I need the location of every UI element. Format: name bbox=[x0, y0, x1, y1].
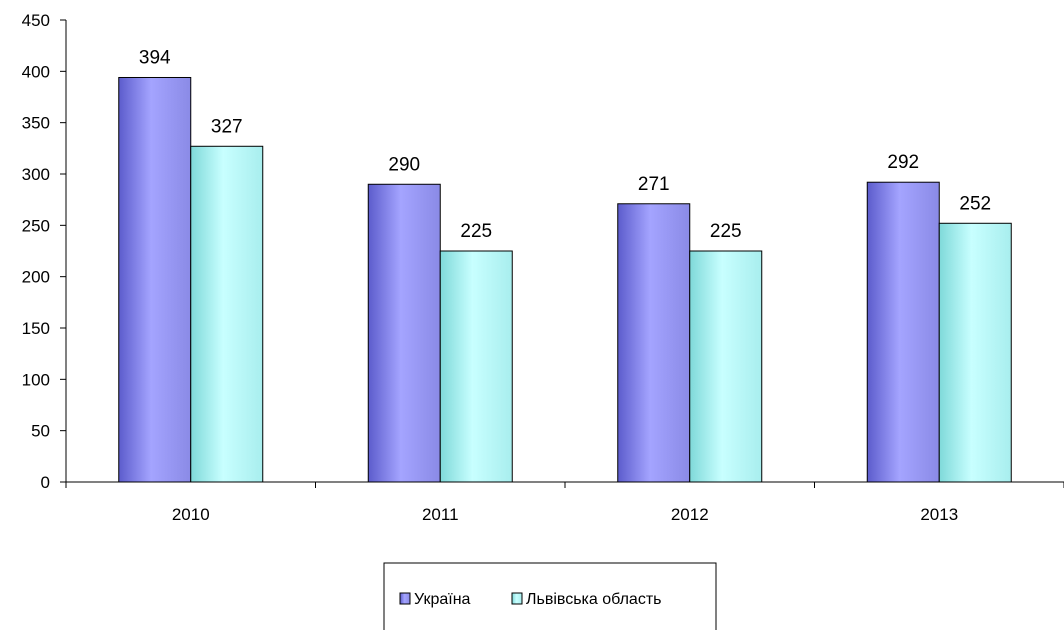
x-tick-label: 2012 bbox=[671, 505, 709, 524]
y-tick-label: 450 bbox=[22, 11, 50, 30]
x-tick-label: 2010 bbox=[172, 505, 210, 524]
y-tick-label: 150 bbox=[22, 319, 50, 338]
data-label-2012-series-0: 271 bbox=[638, 174, 670, 195]
y-tick-label: 300 bbox=[22, 165, 50, 184]
data-label-2011-series-1: 225 bbox=[460, 221, 492, 242]
axes: 0 50 100 150 200 250 300 350 400 450 2010 2011 2012 2… bbox=[22, 11, 1064, 524]
bar-2013-series-0 bbox=[866, 181, 940, 483]
data-label-2012-series-1: 225 bbox=[710, 221, 742, 242]
bars bbox=[118, 76, 1012, 483]
legend-label-series-0: Україна bbox=[414, 591, 471, 608]
y-tick-label: 250 bbox=[22, 216, 50, 235]
y-tick-label: 400 bbox=[22, 62, 50, 81]
legend: Україна Львівська область bbox=[383, 562, 717, 630]
data-labels: 394 327 290 225 271 225 292 252 bbox=[139, 47, 991, 242]
legend-box bbox=[383, 562, 717, 630]
legend-swatch-series-1 bbox=[511, 592, 523, 605]
bar-2012-series-1 bbox=[689, 250, 763, 483]
x-tick-label: 2011 bbox=[422, 505, 459, 524]
data-label-2011-series-0: 290 bbox=[388, 154, 420, 175]
data-label-2013-series-1: 252 bbox=[959, 193, 991, 214]
y-tick-label: 100 bbox=[22, 370, 50, 389]
data-label-2013-series-0: 292 bbox=[887, 152, 919, 173]
legend-swatch-series-0 bbox=[399, 592, 411, 605]
bar-2010-series-1 bbox=[190, 145, 264, 483]
y-tick-label: 200 bbox=[22, 268, 50, 287]
y-tick-label: 50 bbox=[31, 422, 50, 441]
bar-2010-series-0 bbox=[118, 76, 192, 483]
legend-label-series-1: Львівська область bbox=[526, 591, 661, 608]
x-tick-label: 2013 bbox=[920, 505, 958, 524]
bar-2012-series-0 bbox=[617, 203, 691, 483]
bar-2011-series-1 bbox=[439, 250, 513, 483]
y-tick-label: 0 bbox=[41, 473, 50, 492]
data-label-2010-series-1: 327 bbox=[211, 116, 243, 137]
y-tick-label: 350 bbox=[22, 114, 50, 133]
data-label-2010-series-0: 394 bbox=[139, 47, 171, 68]
bar-2013-series-1 bbox=[938, 222, 1012, 483]
bar-2011-series-0 bbox=[367, 183, 441, 483]
